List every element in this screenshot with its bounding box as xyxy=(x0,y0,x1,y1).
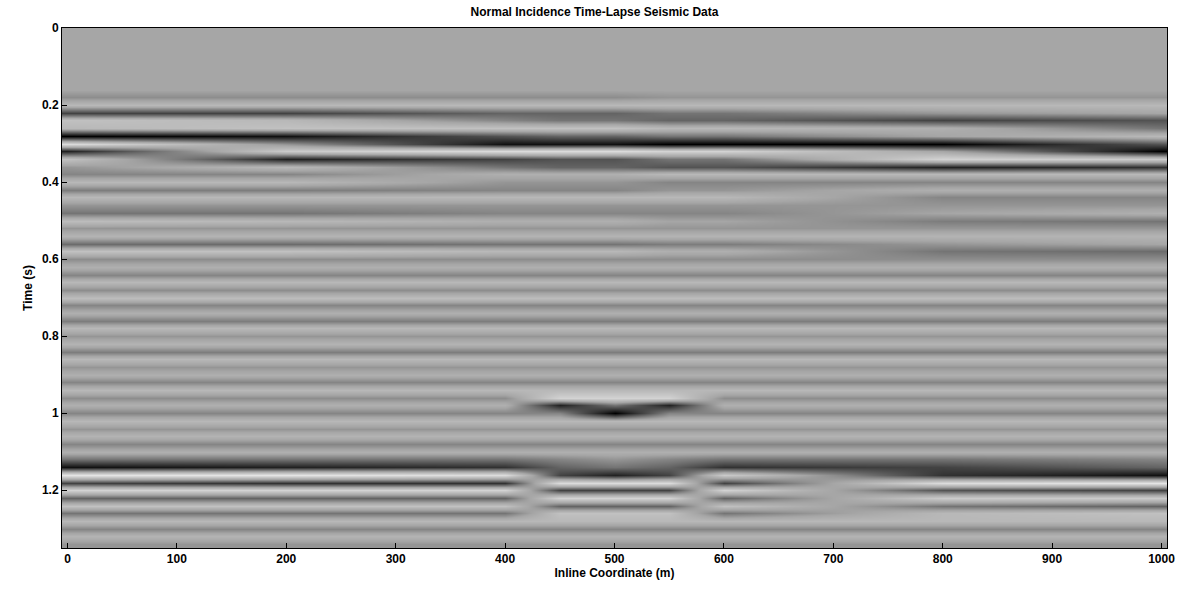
svg-text:0.6: 0.6 xyxy=(42,252,59,266)
svg-text:100: 100 xyxy=(167,552,187,566)
svg-text:700: 700 xyxy=(823,552,843,566)
svg-text:800: 800 xyxy=(933,552,953,566)
svg-text:0: 0 xyxy=(64,552,71,566)
svg-text:Normal Incidence Time-Lapse Se: Normal Incidence Time-Lapse Seismic Data xyxy=(471,5,719,19)
svg-text:1.2: 1.2 xyxy=(42,483,59,497)
svg-text:500: 500 xyxy=(604,552,624,566)
svg-text:Time (s): Time (s) xyxy=(21,265,35,311)
svg-text:1000: 1000 xyxy=(1148,552,1175,566)
svg-text:900: 900 xyxy=(1042,552,1062,566)
svg-text:1: 1 xyxy=(52,406,59,420)
svg-text:0.4: 0.4 xyxy=(42,175,59,189)
svg-text:Inline Coordinate (m): Inline Coordinate (m) xyxy=(555,566,675,580)
svg-text:400: 400 xyxy=(495,552,515,566)
svg-text:200: 200 xyxy=(276,552,296,566)
svg-text:0.8: 0.8 xyxy=(42,329,59,343)
svg-text:0: 0 xyxy=(52,21,59,35)
svg-text:600: 600 xyxy=(714,552,734,566)
svg-text:300: 300 xyxy=(386,552,406,566)
svg-text:0.2: 0.2 xyxy=(42,98,59,112)
